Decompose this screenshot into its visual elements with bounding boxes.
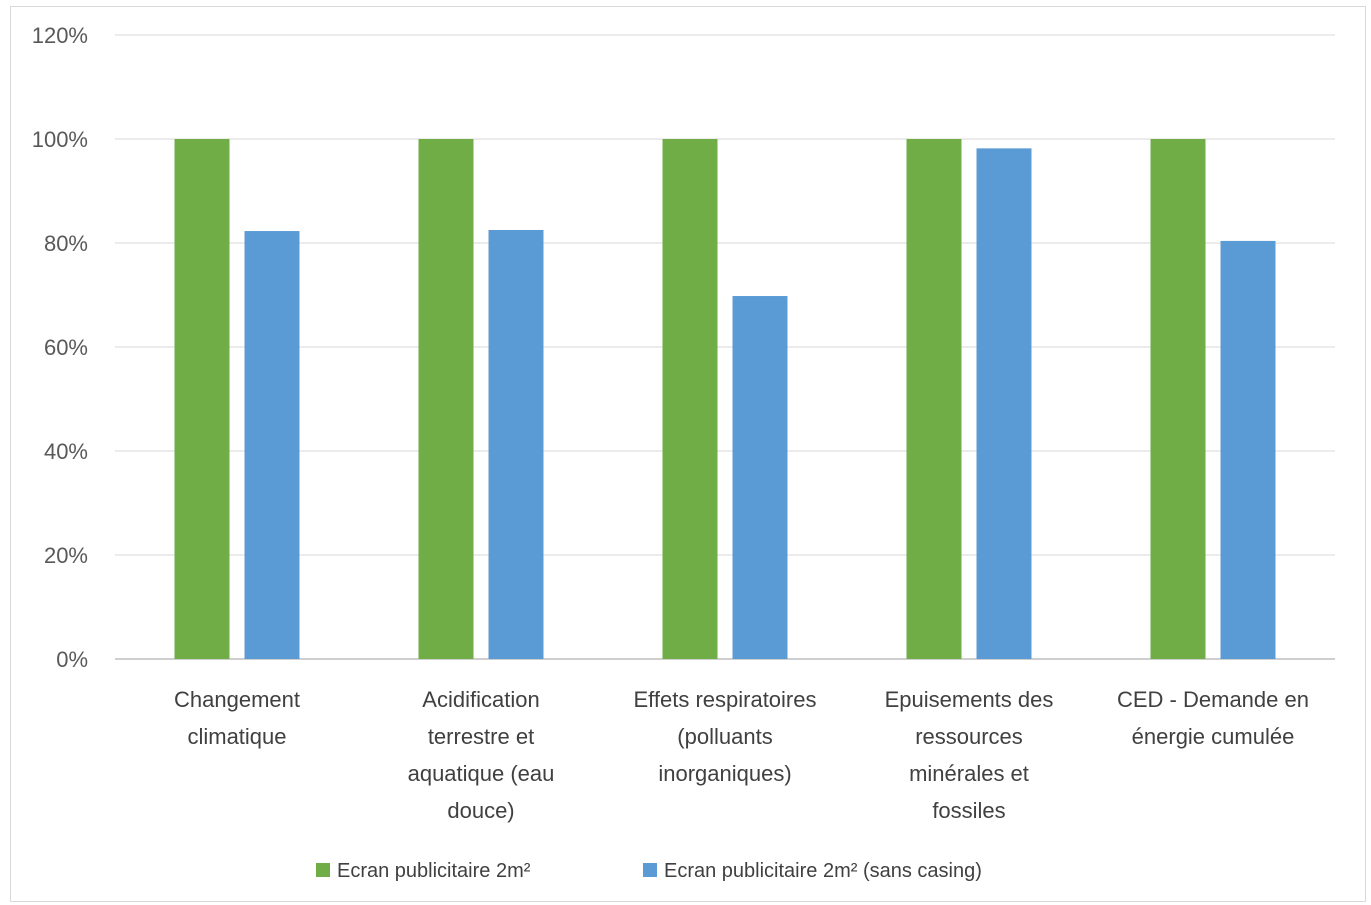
- y-tick-label: 100%: [32, 127, 88, 152]
- bar-series1: [418, 139, 474, 659]
- y-tick-label: 0%: [56, 647, 88, 672]
- bar-series2: [976, 148, 1032, 660]
- x-axis-categories: Changement climatique Acidification terrest…: [174, 687, 1309, 823]
- bar-series1: [662, 139, 718, 659]
- x-category-label: fossiles: [932, 798, 1005, 823]
- x-category-label: ressources: [915, 724, 1023, 749]
- x-category-label: Effets respiratoires: [633, 687, 816, 712]
- x-category-label: (polluants: [677, 724, 772, 749]
- legend-swatch: [643, 863, 657, 877]
- bar-series2: [244, 231, 300, 660]
- x-category-label: Acidification: [422, 687, 539, 712]
- gridlines: [115, 34, 1335, 660]
- x-category-label: climatique: [187, 724, 286, 749]
- x-category-label: Epuisements des: [885, 687, 1054, 712]
- x-category-label: douce): [447, 798, 514, 823]
- legend: Ecran publicitaire 2m² Ecran publicitaire…: [316, 860, 982, 882]
- x-category-label: minérales et: [909, 761, 1029, 786]
- y-tick-label: 120%: [32, 23, 88, 48]
- legend-swatch: [316, 863, 330, 877]
- y-axis-ticks: 0% 20% 40% 60% 80% 100% 120%: [32, 23, 88, 672]
- y-tick-label: 60%: [44, 335, 88, 360]
- y-tick-label: 40%: [44, 439, 88, 464]
- bars: [174, 139, 1276, 660]
- bar-series1: [906, 139, 962, 659]
- bar-series2: [1220, 240, 1276, 660]
- legend-label: Ecran publicitaire 2m² (sans casing): [664, 860, 982, 882]
- legend-label: Ecran publicitaire 2m²: [337, 860, 531, 882]
- x-category-label: Changement: [174, 687, 300, 712]
- bar-series2: [488, 230, 544, 659]
- bar-series1: [174, 139, 230, 659]
- x-category-label: terrestre et: [428, 724, 534, 749]
- y-tick-label: 20%: [44, 543, 88, 568]
- x-category-label: inorganiques): [658, 761, 791, 786]
- bar-series2: [732, 296, 788, 659]
- x-category-label: énergie cumulée: [1132, 724, 1295, 749]
- x-category-label: aquatique (eau: [408, 761, 555, 786]
- x-category-label: CED - Demande en: [1117, 687, 1309, 712]
- bar-series1: [1150, 139, 1206, 659]
- y-tick-label: 80%: [44, 231, 88, 256]
